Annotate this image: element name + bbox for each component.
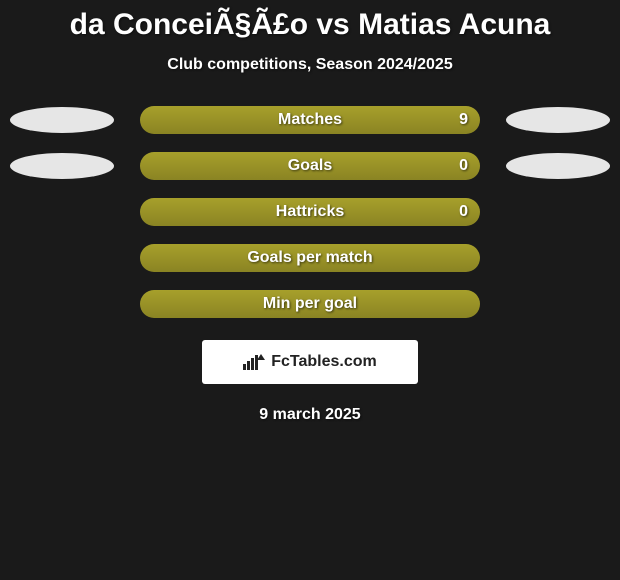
right-ellipse-slot bbox=[488, 153, 618, 179]
stat-row: Goals 0 bbox=[0, 152, 620, 180]
left-ellipse-slot bbox=[2, 153, 132, 179]
stat-label: Matches bbox=[278, 111, 342, 129]
comparison-widget: da ConceiÃ§Ã£o vs Matias Acuna Club comp… bbox=[0, 0, 620, 424]
stat-rows: Matches 9 Goals 0 Hattricks 0 Goals per match M… bbox=[0, 106, 620, 318]
date-text: 9 march 2025 bbox=[0, 406, 620, 424]
stat-row: Hattricks 0 bbox=[0, 198, 620, 226]
right-ellipse bbox=[506, 107, 610, 133]
stat-row: Min per goal bbox=[0, 290, 620, 318]
stat-bar: Hattricks 0 bbox=[140, 198, 480, 226]
page-title: da ConceiÃ§Ã£o vs Matias Acuna bbox=[0, 8, 620, 42]
stat-bar: Min per goal bbox=[140, 290, 480, 318]
stat-value: 0 bbox=[459, 203, 468, 221]
stat-bar: Matches 9 bbox=[140, 106, 480, 134]
stat-row: Matches 9 bbox=[0, 106, 620, 134]
subtitle: Club competitions, Season 2024/2025 bbox=[0, 56, 620, 74]
logo-box: FcTables.com bbox=[202, 340, 418, 384]
left-ellipse-slot bbox=[2, 107, 132, 133]
logo-text: FcTables.com bbox=[271, 353, 377, 371]
stat-bar: Goals 0 bbox=[140, 152, 480, 180]
stat-bar: Goals per match bbox=[140, 244, 480, 272]
stat-label: Min per goal bbox=[263, 295, 357, 313]
stat-row: Goals per match bbox=[0, 244, 620, 272]
stat-label: Goals per match bbox=[247, 249, 372, 267]
stat-value: 9 bbox=[459, 111, 468, 129]
stat-value: 0 bbox=[459, 157, 468, 175]
player2-name: Matias Acuna bbox=[358, 8, 550, 41]
player1-name: da ConceiÃ§Ã£o bbox=[70, 8, 308, 41]
stat-label: Hattricks bbox=[276, 203, 344, 221]
stat-label: Goals bbox=[288, 157, 332, 175]
right-ellipse-slot bbox=[488, 107, 618, 133]
barchart-icon bbox=[243, 354, 265, 370]
right-ellipse bbox=[506, 153, 610, 179]
left-ellipse bbox=[10, 107, 114, 133]
vs-text: vs bbox=[316, 8, 349, 41]
left-ellipse bbox=[10, 153, 114, 179]
